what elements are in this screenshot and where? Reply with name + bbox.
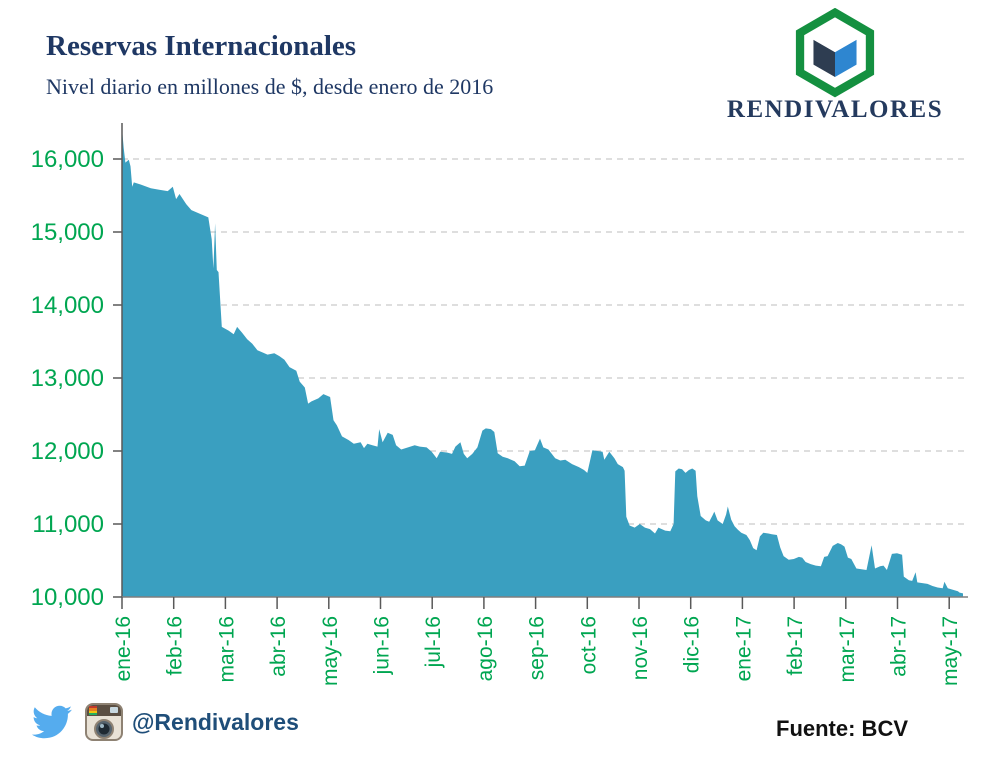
- x-axis-label: ago-16: [474, 616, 497, 681]
- x-axis-label: mar-16: [215, 616, 238, 683]
- social-links: @Rendivalores: [28, 702, 299, 742]
- rendivalores-logo: RENDIVALORES: [710, 8, 960, 124]
- x-axis-label: dic-16: [681, 616, 704, 673]
- instagram-top-band: [87, 705, 121, 716]
- y-axis-label: 12,000: [31, 438, 104, 465]
- x-axis-label: oct-16: [577, 616, 600, 674]
- x-axis-label: feb-16: [164, 616, 187, 676]
- instagram-icon[interactable]: [85, 703, 123, 741]
- x-axis-label: jun-16: [371, 616, 394, 675]
- x-axis-label: abr-16: [267, 616, 290, 677]
- instagram-viewfinder: [110, 707, 118, 713]
- x-axis-label: feb-17: [784, 616, 807, 676]
- instagram-rainbow-stripe: [89, 706, 97, 715]
- x-axis-label: sep-16: [526, 616, 549, 680]
- social-handle[interactable]: @Rendivalores: [132, 708, 299, 735]
- twitter-icon[interactable]: [28, 702, 76, 742]
- x-axis-label: may-16: [319, 616, 342, 686]
- x-axis-label: abr-17: [888, 616, 911, 677]
- page-subtitle: Nivel diario en millones de $, desde ene…: [46, 74, 494, 99]
- y-axis-label: 16,000: [31, 146, 104, 173]
- cube-hexagon-logo-icon: [795, 8, 875, 98]
- x-axis-label: ene-17: [732, 616, 755, 681]
- x-axis-label: mar-17: [836, 616, 859, 683]
- y-axis-label: 14,000: [31, 292, 104, 319]
- x-axis-label: jul-16: [422, 616, 445, 668]
- y-axis-label: 10,000: [31, 584, 104, 611]
- y-axis-label: 15,000: [31, 219, 104, 246]
- y-axis-label: 13,000: [31, 365, 104, 392]
- logo-wordmark: RENDIVALORES: [726, 96, 944, 123]
- x-axis-label: ene-16: [112, 616, 135, 681]
- x-axis-label: may-17: [939, 616, 962, 686]
- x-axis-label: nov-16: [629, 616, 652, 680]
- area-series: [122, 128, 963, 598]
- source-label: Fuente: BCV: [776, 716, 908, 741]
- y-axis-label: 11,000: [32, 511, 104, 538]
- page-title: Reservas Internacionales: [46, 30, 357, 62]
- instagram-lens: [94, 719, 114, 739]
